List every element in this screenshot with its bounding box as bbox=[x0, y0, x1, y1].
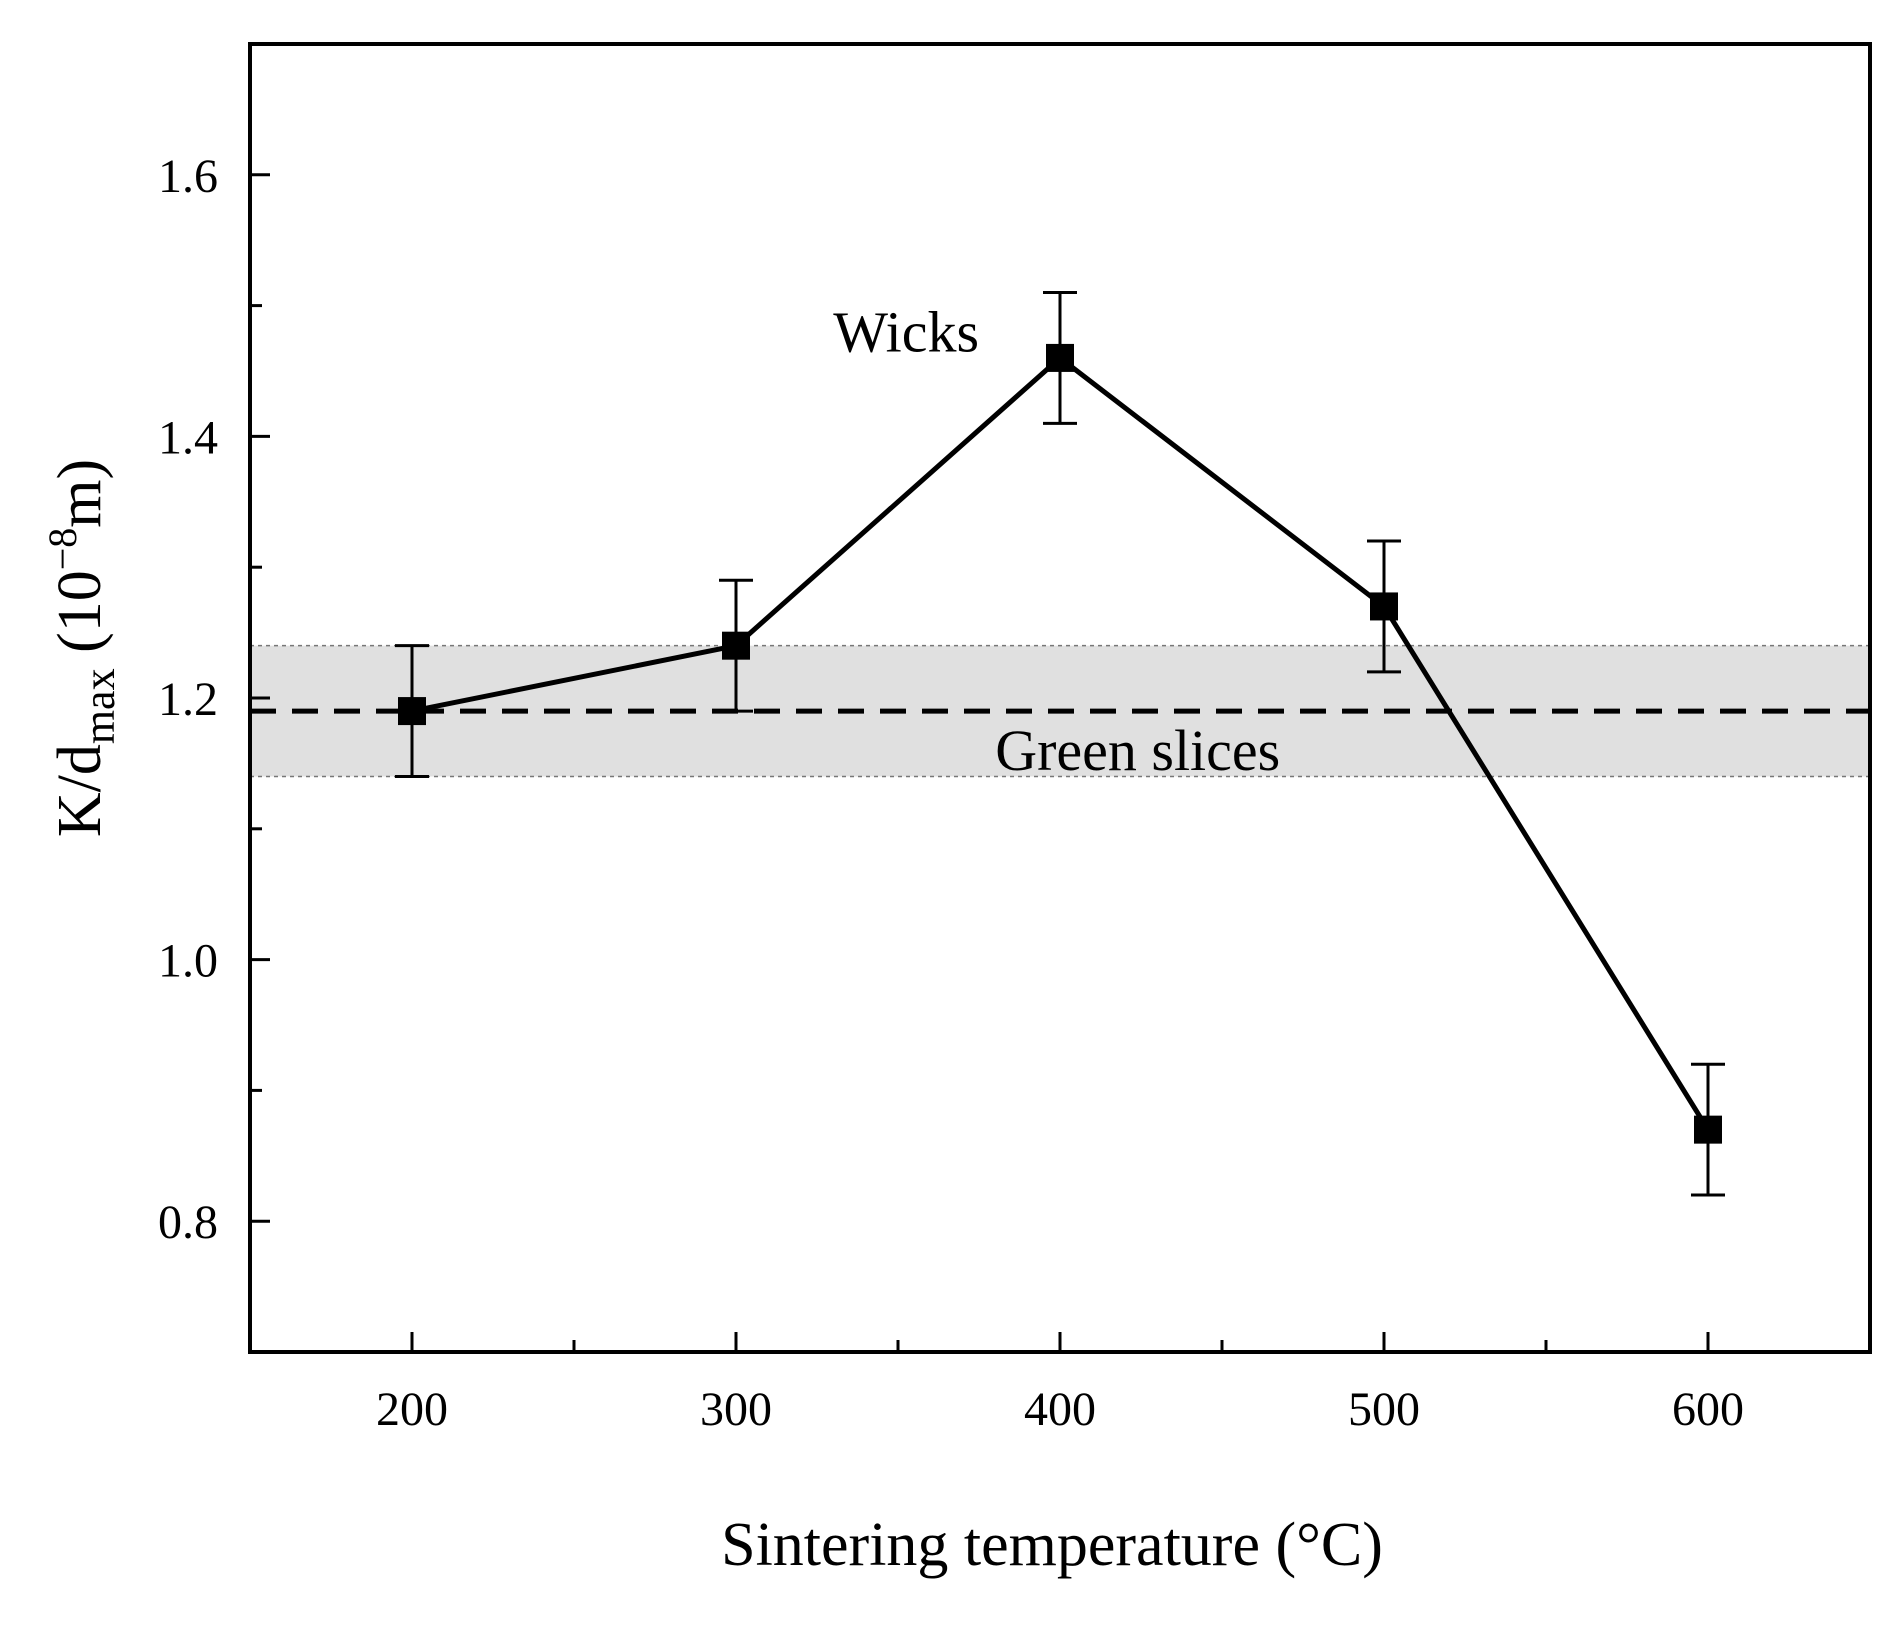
y-axis-label: K/dmax (10−8m) bbox=[40, 459, 124, 837]
annotation-green-slices: Green slices bbox=[995, 718, 1280, 783]
y-axis-label-unit-open: (10 bbox=[46, 570, 114, 668]
labels-layer: Sintering temperature (°C) K/dmax (10−8m… bbox=[40, 459, 1383, 1579]
x-axis-label: Sintering temperature (°C) bbox=[721, 1511, 1383, 1579]
data-point-500 bbox=[1370, 592, 1398, 621]
x-tick-label-200: 200 bbox=[376, 1383, 448, 1436]
data-point-600 bbox=[1694, 1115, 1722, 1144]
x-tick-label-600: 600 bbox=[1672, 1383, 1744, 1436]
annotation-wicks: Wicks bbox=[833, 299, 979, 364]
data-point-200 bbox=[398, 697, 426, 726]
y-axis-label-sub: max bbox=[75, 668, 124, 744]
y-tick-label-1.2: 1.2 bbox=[158, 673, 218, 726]
y-tick-label-1.4: 1.4 bbox=[158, 411, 218, 464]
y-axis-label-main: K/d bbox=[46, 744, 114, 837]
y-tick-label-0.8: 0.8 bbox=[158, 1196, 218, 1249]
data-point-300 bbox=[722, 631, 750, 660]
y-axis-label-unit-exp: −8 bbox=[40, 528, 85, 571]
x-tick-label-500: 500 bbox=[1348, 1383, 1420, 1436]
y-tick-label-1: 1.0 bbox=[158, 935, 218, 988]
y-tick-label-1.6: 1.6 bbox=[158, 150, 218, 203]
x-tick-label-300: 300 bbox=[700, 1383, 772, 1436]
series-layer bbox=[395, 291, 1725, 1197]
y-axis-label-unit-close: m) bbox=[46, 459, 114, 528]
x-tick-label-400: 400 bbox=[1024, 1383, 1096, 1436]
annotations-layer: Wicks Green slices bbox=[833, 299, 1280, 783]
ticks-layer: 200 300 400 500 600 0.8 1.0 1.2 1.4 1.6 bbox=[158, 150, 1744, 1436]
data-point-400 bbox=[1046, 343, 1074, 372]
